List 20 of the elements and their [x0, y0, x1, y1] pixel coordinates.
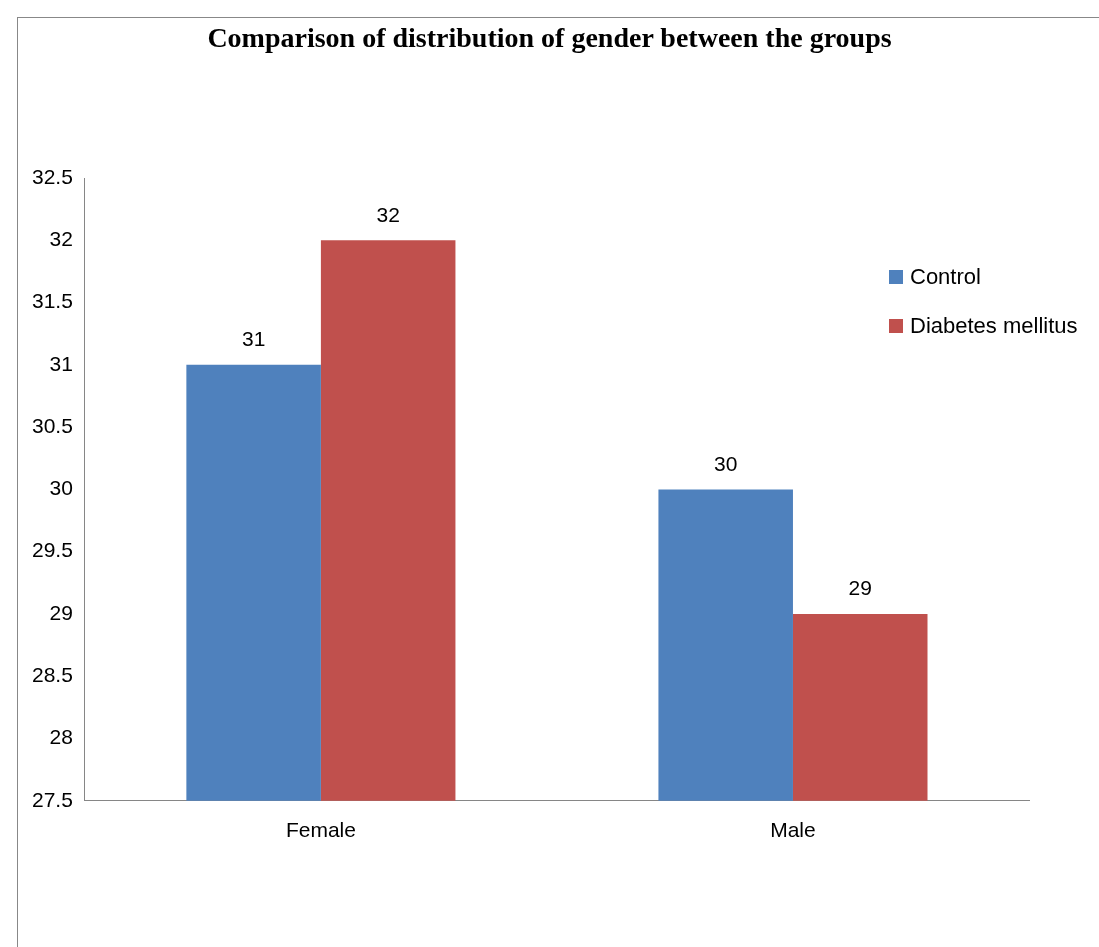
- data-label: 32: [376, 202, 400, 226]
- y-tick-label: 32.5: [32, 164, 73, 188]
- data-label: 29: [848, 576, 872, 600]
- x-tick-label: Female: [285, 818, 356, 842]
- y-tick-label: 27.5: [32, 787, 73, 811]
- legend-label: Control: [910, 264, 981, 290]
- legend-label: Diabetes mellitus: [910, 313, 1078, 339]
- y-tick-label: 28.5: [32, 663, 73, 687]
- y-tick-label: 29: [49, 600, 73, 624]
- y-tick-label: 31.5: [32, 289, 73, 313]
- y-tick-label: 30.5: [32, 413, 73, 437]
- y-tick-label: 31: [49, 351, 73, 375]
- y-tick-label: 29.5: [32, 538, 73, 562]
- data-label: 30: [714, 451, 738, 475]
- chart-title: Comparison of distribution of gender between the groups: [206, 22, 893, 54]
- y-tick-label: 32: [49, 227, 73, 251]
- x-tick-label: Male: [770, 818, 816, 842]
- data-label: 31: [241, 327, 266, 351]
- y-tick-label: 30: [49, 476, 73, 500]
- y-tick-label: 28: [49, 725, 73, 749]
